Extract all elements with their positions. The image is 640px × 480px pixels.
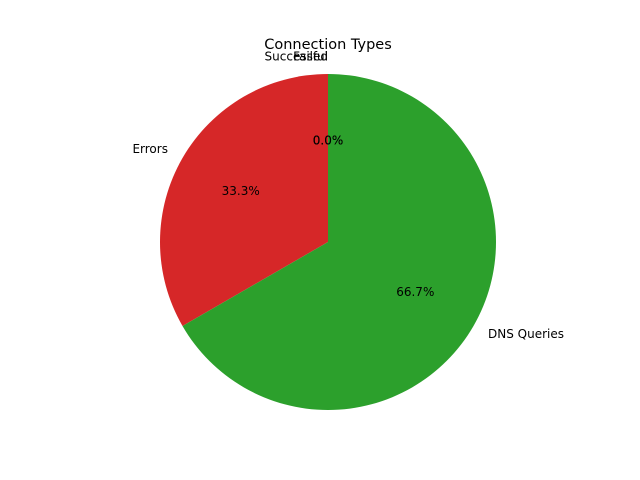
- percent-label-successful: 0.0%: [313, 134, 344, 148]
- slice-label-successful: Successful: [265, 50, 328, 64]
- pie-slices: [160, 74, 497, 410]
- slice-label-failed: Failed: [293, 50, 328, 64]
- slice-label-dns-queries: DNS Queries: [488, 327, 564, 341]
- chart-title: Connection Types: [264, 37, 392, 53]
- percent-label-failed: 0.0%: [313, 134, 344, 148]
- percent-label-errors: 33.3%: [222, 184, 260, 198]
- pie-slice-dns-queries: [182, 74, 497, 410]
- pie-slice-errors: [160, 74, 328, 326]
- percent-label-dns-queries: 66.7%: [396, 285, 434, 299]
- slice-label-errors: Errors: [132, 142, 168, 156]
